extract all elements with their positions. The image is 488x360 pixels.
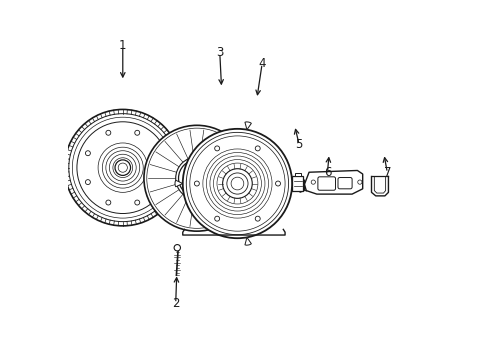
FancyBboxPatch shape — [292, 176, 303, 190]
Text: 1: 1 — [119, 40, 126, 53]
Circle shape — [194, 181, 199, 186]
Text: 5: 5 — [295, 138, 302, 151]
Circle shape — [105, 130, 111, 135]
Wedge shape — [244, 122, 251, 130]
Wedge shape — [175, 180, 183, 187]
Polygon shape — [299, 179, 304, 192]
Circle shape — [357, 180, 361, 184]
Circle shape — [205, 173, 209, 177]
Circle shape — [115, 160, 130, 175]
FancyBboxPatch shape — [337, 177, 351, 189]
Text: 4: 4 — [258, 57, 265, 70]
Circle shape — [226, 173, 247, 194]
Circle shape — [85, 180, 90, 185]
Circle shape — [174, 244, 180, 251]
Wedge shape — [244, 237, 251, 245]
Circle shape — [214, 216, 219, 221]
Circle shape — [105, 200, 111, 205]
Text: 6: 6 — [323, 166, 330, 179]
Circle shape — [64, 109, 181, 226]
Circle shape — [183, 129, 291, 238]
Text: 2: 2 — [172, 297, 179, 310]
Circle shape — [189, 171, 203, 185]
Circle shape — [135, 200, 140, 205]
Text: 3: 3 — [216, 46, 223, 59]
Circle shape — [310, 180, 315, 184]
Circle shape — [222, 169, 252, 198]
Circle shape — [255, 216, 260, 221]
FancyBboxPatch shape — [317, 177, 335, 190]
Circle shape — [255, 146, 260, 151]
Circle shape — [85, 151, 90, 156]
Circle shape — [275, 181, 280, 186]
Circle shape — [143, 125, 249, 231]
Circle shape — [155, 180, 160, 185]
Circle shape — [194, 165, 199, 169]
Circle shape — [77, 122, 168, 213]
Circle shape — [183, 173, 188, 177]
Circle shape — [201, 185, 205, 189]
Circle shape — [135, 130, 140, 135]
Circle shape — [188, 185, 192, 189]
Circle shape — [155, 151, 160, 156]
Text: 7: 7 — [383, 166, 390, 179]
Circle shape — [175, 157, 218, 199]
Circle shape — [214, 146, 219, 151]
FancyBboxPatch shape — [294, 173, 300, 176]
Circle shape — [178, 160, 215, 197]
